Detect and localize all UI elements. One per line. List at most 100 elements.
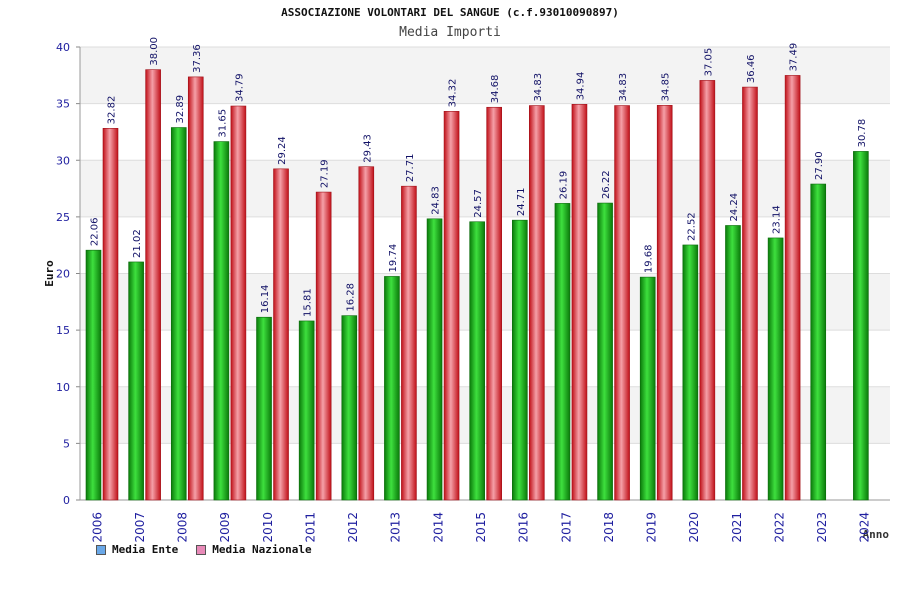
bar-media-ente [682, 244, 699, 501]
legend: Media Ente Media Nazionale [96, 543, 312, 556]
bar-media-ente [213, 141, 230, 501]
data-label: 37.49 [789, 43, 800, 72]
x-tick-label: 2012 [346, 512, 360, 543]
data-label: 26.19 [558, 171, 569, 200]
y-tick-label: 30 [56, 154, 70, 167]
bar-media-nazionale [401, 185, 417, 501]
x-tick-label: 2006 [90, 512, 104, 543]
y-axis-label: Euro [43, 260, 56, 287]
data-label: 19.68 [644, 244, 655, 273]
x-tick-label: 2023 [815, 512, 829, 543]
x-tick-label: 2016 [517, 512, 531, 543]
data-label: 15.81 [303, 288, 314, 317]
bar-media-nazionale [486, 106, 502, 501]
y-tick-label: 20 [56, 268, 70, 281]
bar-media-nazionale [102, 128, 119, 501]
data-label: 34.68 [490, 75, 501, 104]
bar-media-ente [298, 320, 315, 501]
chart-title: ASSOCIAZIONE VOLONTARI DEL SANGUE (c.f.9… [281, 6, 619, 19]
bar-media-ente [128, 261, 144, 501]
legend-swatch-media-ente [96, 544, 106, 555]
bar-media-nazionale [742, 86, 758, 501]
data-label: 38.00 [149, 37, 160, 66]
x-tick-label: 2015 [474, 512, 488, 543]
chart-subtitle: Media Importi [399, 25, 501, 40]
bar-media-ente [810, 183, 827, 501]
bar-media-ente [469, 221, 485, 501]
x-tick-label: 2018 [602, 512, 616, 543]
bar-media-ente [767, 237, 784, 501]
bar-media-nazionale [699, 80, 716, 501]
x-tick-label: 2020 [687, 512, 701, 543]
data-label: 22.52 [686, 212, 697, 241]
bar-media-nazionale [187, 76, 204, 501]
x-tick-label: 2011 [303, 512, 317, 543]
bar-media-nazionale [358, 166, 375, 501]
bar-media-nazionale [273, 168, 289, 501]
legend-item-media-nazionale: Media Nazionale [196, 543, 312, 556]
y-tick-label: 25 [56, 211, 70, 224]
bar-media-nazionale [230, 105, 247, 501]
bar-media-nazionale [529, 105, 545, 501]
bar-media-nazionale [145, 69, 161, 501]
x-tick-label: 2021 [730, 512, 744, 543]
data-label: 30.78 [857, 119, 868, 148]
data-label: 21.02 [132, 229, 143, 258]
bar-media-nazionale [656, 105, 673, 501]
data-label: 22.06 [90, 218, 101, 247]
bar-media-nazionale [784, 75, 801, 501]
x-tick-label: 2007 [133, 512, 147, 543]
bar-media-nazionale [614, 105, 630, 501]
x-tick-label: 2013 [389, 512, 403, 543]
data-label: 32.89 [175, 95, 186, 124]
data-label: 34.79 [234, 73, 245, 102]
bar-media-ente [85, 249, 102, 501]
y-tick-label: 15 [56, 324, 70, 337]
legend-label-media-nazionale: Media Nazionale [212, 543, 312, 556]
y-tick-label: 35 [56, 98, 70, 111]
bar-media-ente [256, 316, 272, 501]
data-label: 26.22 [601, 170, 612, 199]
data-label: 19.74 [388, 244, 399, 273]
x-tick-label: 2014 [431, 512, 445, 543]
y-tick-label: 0 [63, 494, 70, 507]
bar-media-ente [597, 202, 613, 501]
data-label: 29.43 [362, 134, 373, 163]
legend-swatch-media-nazionale [196, 544, 207, 555]
bar-media-ente [341, 315, 358, 501]
x-tick-label: 2009 [218, 512, 232, 543]
x-tick-label: 2019 [645, 512, 659, 543]
bar-media-ente [426, 218, 443, 501]
bar-media-ente [725, 225, 741, 501]
data-label: 16.14 [260, 285, 271, 314]
data-label: 34.85 [661, 73, 672, 102]
data-label: 27.19 [320, 159, 331, 188]
x-tick-label: 2008 [176, 512, 190, 543]
x-tick-label: 2022 [772, 512, 786, 543]
data-label: 34.83 [618, 73, 629, 102]
bar-media-ente [384, 276, 400, 501]
bar-media-ente [853, 151, 869, 501]
data-label: 34.83 [533, 73, 544, 102]
bar-media-ente [554, 203, 571, 501]
y-tick-label: 5 [63, 437, 70, 450]
data-label: 29.24 [277, 136, 288, 165]
data-label: 27.90 [814, 151, 825, 180]
bar-media-nazionale [571, 104, 588, 501]
data-label: 23.14 [772, 205, 783, 234]
x-tick-label: 2024 [858, 512, 872, 543]
data-label: 32.82 [107, 96, 118, 125]
x-tick-label: 2017 [559, 512, 573, 543]
y-tick-label: 10 [56, 381, 70, 394]
data-label: 34.32 [448, 79, 459, 108]
bar-media-nazionale [315, 191, 332, 501]
data-label: 16.28 [345, 283, 356, 312]
data-label: 37.05 [703, 48, 714, 77]
data-label: 36.46 [746, 54, 757, 83]
data-label: 31.65 [217, 109, 228, 138]
x-tick-label: 2010 [261, 512, 275, 543]
bar-media-nazionale [443, 111, 460, 501]
data-label: 37.36 [192, 44, 203, 73]
data-label: 27.71 [405, 154, 416, 183]
